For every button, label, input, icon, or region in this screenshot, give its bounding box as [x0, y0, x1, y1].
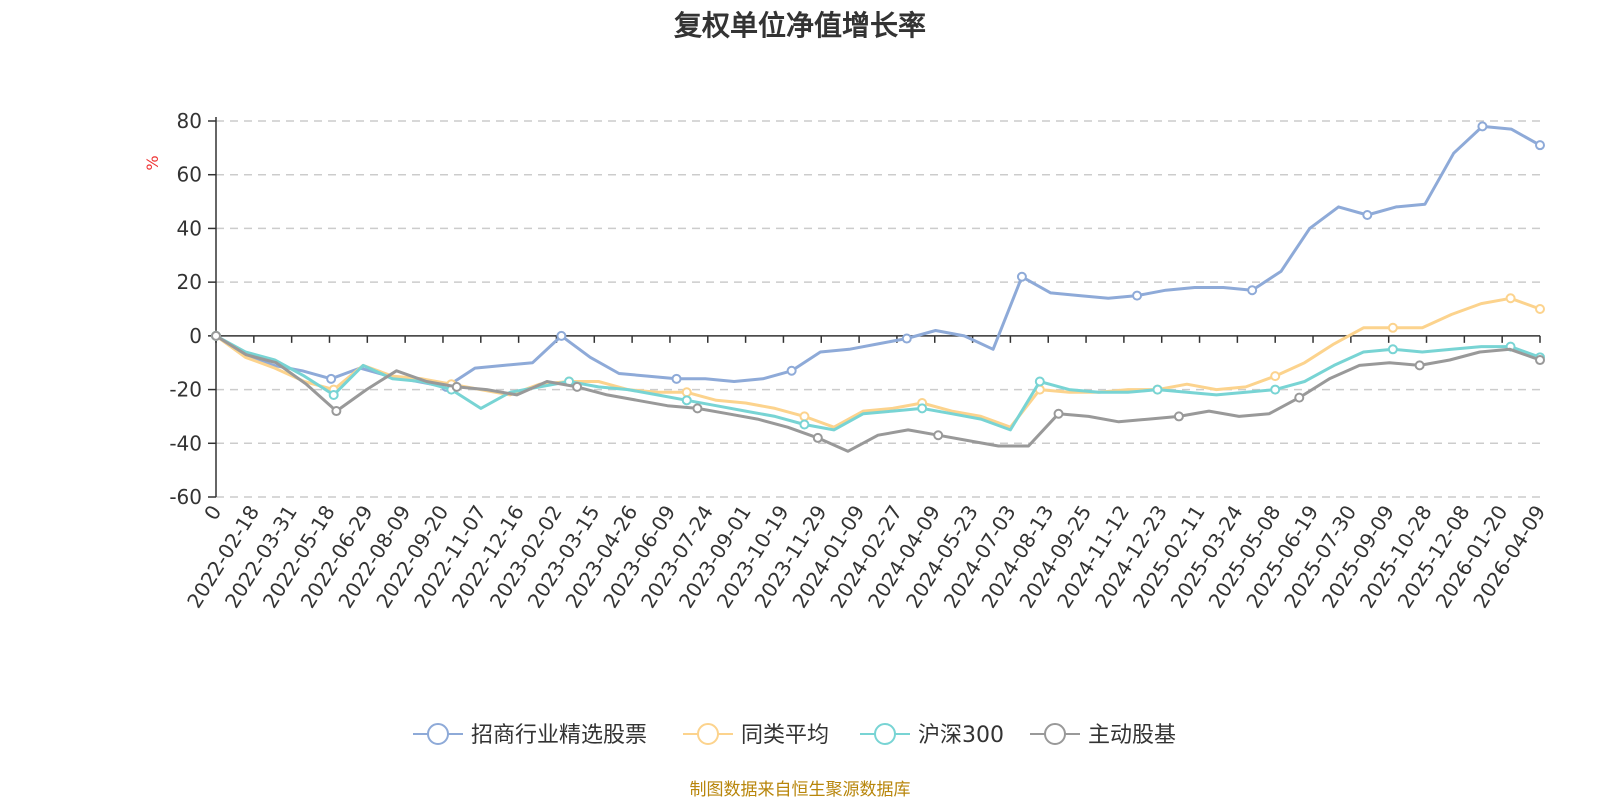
- data-point: [572, 381, 583, 392]
- y-tick-label: 0: [189, 324, 202, 348]
- series-2: [211, 330, 1545, 432]
- legend-item[interactable]: 招商行业精选股票: [413, 723, 647, 748]
- data-point: [1053, 408, 1064, 419]
- data-point: [671, 373, 682, 384]
- data-point: [1535, 140, 1545, 151]
- source-note: 制图数据来自恒生聚源数据库: [689, 780, 911, 800]
- data-point: [692, 403, 703, 414]
- chart-title: 复权单位净值增长率: [673, 9, 926, 42]
- data-point: [1152, 384, 1163, 395]
- data-point: [681, 395, 692, 406]
- y-tick-label: 60: [177, 163, 202, 187]
- legend-marker: [697, 723, 719, 745]
- tick-labels: 806040200-20-40-60%02022-02-182022-03-31…: [143, 109, 1550, 612]
- legend-marker: [874, 723, 896, 745]
- y-tick-label: 80: [177, 109, 202, 133]
- y-axis-label: %: [143, 155, 162, 170]
- data-point: [917, 403, 928, 414]
- series-line: [215, 334, 1541, 432]
- series-line: [215, 296, 1541, 429]
- legend-label: 沪深300: [918, 723, 1004, 748]
- legend: 招商行业精选股票 同类平均 沪深300 主动股基: [413, 723, 1176, 748]
- x-tick-label: 0: [199, 501, 226, 525]
- data-point: [451, 381, 462, 392]
- data-point: [933, 430, 944, 441]
- data-point: [1387, 322, 1398, 333]
- data-point: [1173, 411, 1184, 422]
- data-point: [326, 373, 337, 384]
- data-point: [681, 387, 692, 398]
- data-point: [1294, 392, 1305, 403]
- data-point: [901, 333, 912, 344]
- y-tick-label: -40: [169, 431, 202, 455]
- series-0: [211, 121, 1545, 392]
- data-point: [1535, 355, 1545, 366]
- legend-marker: [1044, 723, 1066, 745]
- data-point: [1505, 293, 1516, 304]
- axes: [208, 117, 1541, 498]
- data-point: [799, 411, 810, 422]
- y-tick-label: 40: [177, 216, 202, 240]
- data-point: [1247, 285, 1258, 296]
- series-line: [215, 124, 1541, 389]
- data-point: [1387, 344, 1398, 355]
- legend-item[interactable]: 主动股基: [1030, 723, 1176, 748]
- y-tick-label: 20: [177, 270, 202, 294]
- series-3: [211, 330, 1545, 453]
- legend-label: 同类平均: [741, 723, 829, 748]
- series-lines: [211, 121, 1545, 453]
- data-point: [331, 406, 342, 417]
- series-line: [215, 334, 1541, 453]
- y-tick-label: -20: [169, 378, 202, 402]
- data-point: [1362, 210, 1373, 220]
- data-point: [1132, 290, 1143, 301]
- legend-marker: [427, 723, 449, 745]
- legend-item[interactable]: 同类平均: [683, 723, 829, 748]
- data-point: [1270, 384, 1281, 395]
- grid-lines: [216, 120, 1540, 498]
- data-point: [799, 419, 810, 430]
- data-point: [328, 389, 339, 400]
- line-chart: 806040200-20-40-60%02022-02-182022-03-31…: [143, 109, 1550, 748]
- legend-item[interactable]: 沪深300: [860, 723, 1004, 748]
- data-point: [211, 330, 221, 341]
- data-point: [1477, 121, 1488, 132]
- legend-label: 招商行业精选股票: [471, 723, 647, 748]
- data-point: [1270, 371, 1281, 382]
- data-point: [786, 365, 797, 376]
- data-point: [1034, 376, 1045, 387]
- data-point: [556, 330, 567, 341]
- y-tick-label: -60: [169, 485, 202, 509]
- data-point: [1016, 271, 1027, 282]
- data-point: [1414, 360, 1425, 371]
- data-point: [1535, 304, 1545, 314]
- legend-label: 主动股基: [1088, 723, 1176, 748]
- data-point: [812, 432, 823, 443]
